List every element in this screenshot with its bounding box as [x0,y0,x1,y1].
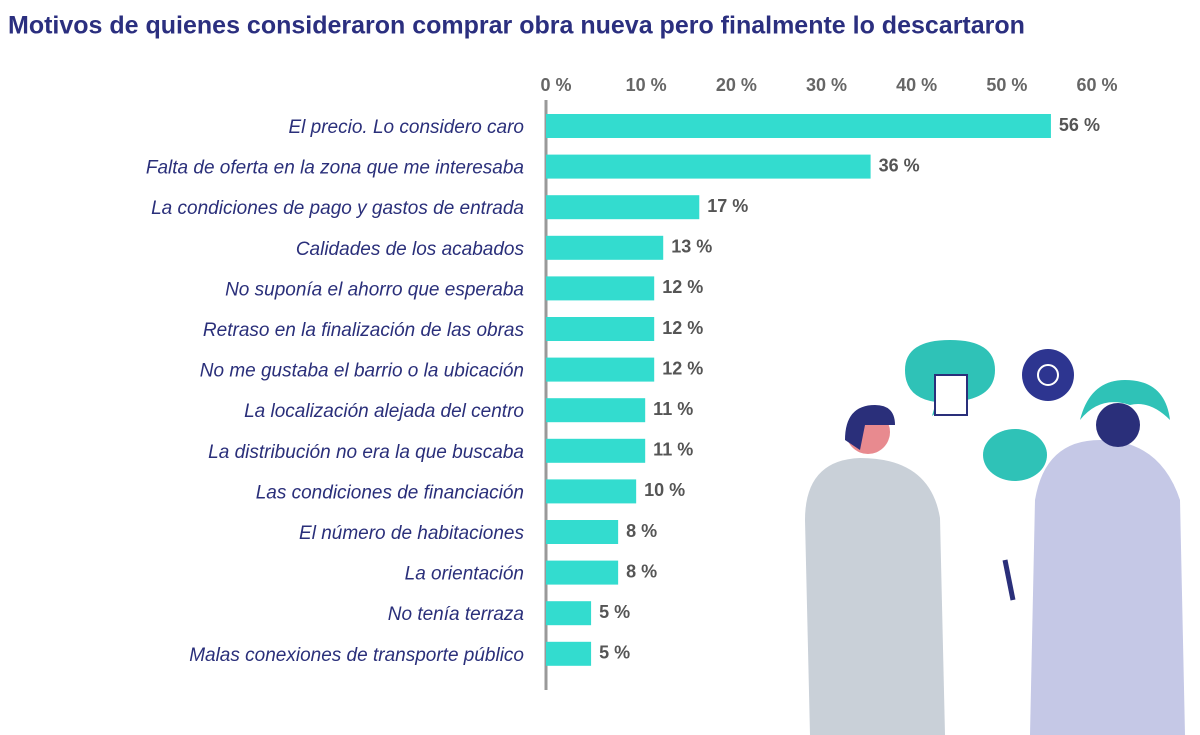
bar [546,114,1051,138]
value-label: 11 % [653,399,693,419]
value-label: 10 % [644,480,685,500]
y-tick-label: Retraso en la finalización de las obras [203,320,525,341]
chart-title: Motivos de quienes consideraron comprar … [8,12,1025,40]
y-tick-label: Malas conexiones de transporte público [189,645,524,666]
bar [546,235,664,260]
x-tick-label: 10 % [626,75,667,95]
y-tick-label: No tenía terraza [388,604,524,625]
bar [546,154,871,179]
y-tick-label: La condiciones de pago y gastos de entra… [151,198,524,219]
y-tick-label: La distribución no era la que buscaba [208,442,524,463]
value-label: 36 % [879,155,920,175]
x-tick-label: 50 % [986,75,1027,95]
x-tick-label: 30 % [806,75,847,95]
value-label: 11 % [653,440,693,460]
value-label: 5 % [599,602,630,622]
bar [546,276,655,301]
y-tick-label: La localización alejada del centro [244,401,524,422]
y-tick-label: No suponía el ahorro que esperaba [225,279,524,300]
value-label: 8 % [626,521,657,541]
y-tick-label: Las condiciones de financiación [256,482,524,503]
illustration [805,340,1185,735]
y-tick-label: Falta de oferta en la zona que me intere… [146,158,524,179]
value-label: 12 % [662,277,703,297]
y-tick-label: No me gustaba el barrio o la ubicación [200,361,524,382]
bar [546,641,592,666]
value-label: 13 % [671,237,712,257]
value-label: 12 % [662,358,703,378]
bar [546,195,700,220]
bar [546,601,592,626]
value-label: 17 % [707,196,748,216]
x-tick-label: 60 % [1076,75,1117,95]
y-tick-label: El número de habitaciones [299,523,524,544]
y-tick-label: El precio. Lo considero caro [288,117,524,138]
bar [546,398,646,423]
bar [546,438,646,463]
value-label: 12 % [662,318,703,338]
bar [546,520,619,544]
x-tick-label: 40 % [896,75,937,95]
value-label: 56 % [1059,115,1100,135]
bar [546,357,655,382]
bar [546,479,637,504]
value-label: 5 % [599,643,630,663]
value-label: 8 % [626,561,657,581]
bar [546,560,619,585]
y-tick-label: Calidades de los acabados [296,239,525,260]
y-tick-label: La orientación [405,564,524,585]
x-tick-label: 20 % [716,75,757,95]
x-tick-label: 0 % [540,75,571,95]
bar [546,317,655,341]
